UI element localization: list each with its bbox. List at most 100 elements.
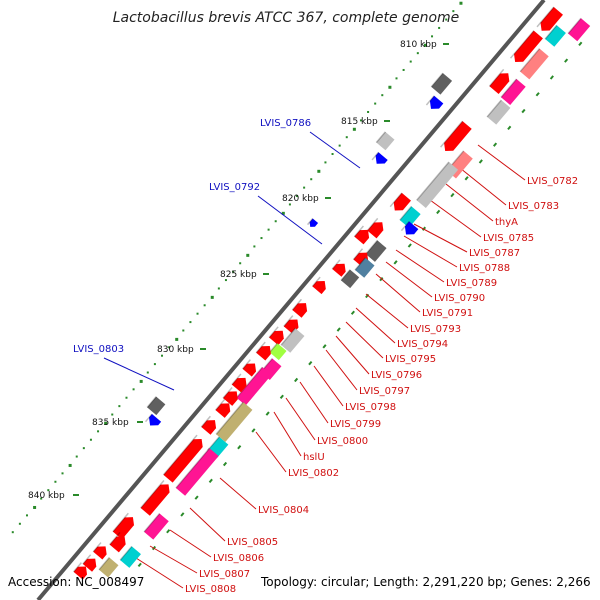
gene-label-LVIS_0787[interactable]: LVIS_0787 [469, 248, 520, 259]
cds-block[interactable] [140, 480, 173, 516]
magenta-block[interactable] [235, 366, 272, 406]
steel-block[interactable] [354, 257, 375, 278]
cds-block[interactable] [291, 298, 310, 318]
gene-label-LVIS_0794[interactable]: LVIS_0794 [397, 339, 448, 350]
cyan-block[interactable] [119, 545, 141, 568]
tick-mark [33, 505, 37, 509]
tick-mark [139, 379, 143, 383]
dark-gray-block[interactable] [365, 239, 387, 262]
blue-block[interactable] [425, 95, 444, 113]
gene-label-LVIS_0795[interactable]: LVIS_0795 [385, 354, 436, 365]
gene-label-LVIS_0791[interactable]: LVIS_0791 [422, 308, 473, 319]
gene-label-LVIS_0807[interactable]: LVIS_0807 [199, 569, 250, 580]
cds-block[interactable] [162, 434, 206, 483]
major-tick-mark [200, 348, 206, 350]
cds-block[interactable] [242, 359, 260, 377]
gray-block[interactable] [280, 327, 305, 353]
gene-label-LVIS_0788[interactable]: LVIS_0788 [459, 263, 510, 274]
gene-label-LVIS_0790[interactable]: LVIS_0790 [434, 293, 485, 304]
cds-block[interactable] [268, 326, 287, 346]
lime-block[interactable] [269, 342, 287, 361]
magenta-block[interactable] [500, 78, 526, 106]
gene-label-LVIS_0786[interactable]: LVIS_0786 [260, 118, 311, 129]
cds-block[interactable] [73, 562, 91, 580]
gene-label-LVIS_0793[interactable]: LVIS_0793 [410, 324, 461, 335]
gene-label-LVIS_0796[interactable]: LVIS_0796 [371, 370, 422, 381]
cds-block[interactable] [231, 373, 250, 393]
tick-mark [224, 279, 227, 282]
gray-block[interactable] [416, 161, 459, 208]
connector-line [335, 335, 370, 375]
tick-mark [388, 85, 392, 89]
tick-mark [47, 489, 50, 492]
dark-gray-block[interactable] [146, 396, 166, 416]
tick-mark [459, 1, 463, 5]
tick-mark [239, 262, 242, 265]
tick-mark [549, 75, 554, 80]
gene-label-LVIS_0797[interactable]: LVIS_0797 [359, 386, 410, 397]
cds-block[interactable] [509, 30, 543, 66]
tick-mark [308, 360, 313, 366]
olive-block[interactable] [98, 556, 119, 578]
tick-mark [217, 287, 220, 290]
dark-gray-block[interactable] [340, 269, 360, 289]
cds-block[interactable] [109, 531, 129, 553]
gene-label-LVIS_0789[interactable]: LVIS_0789 [446, 278, 497, 289]
cds-block[interactable] [366, 217, 386, 239]
dark-gray-block[interactable] [430, 72, 453, 95]
cds-block[interactable] [255, 341, 274, 361]
olive-block[interactable] [215, 401, 253, 442]
gene-label-LVIS_0783[interactable]: LVIS_0783 [508, 201, 559, 212]
tick-mark [210, 295, 214, 299]
gene-label-LVIS_0803[interactable]: LVIS_0803 [73, 344, 124, 355]
cds-block[interactable] [331, 259, 349, 277]
gene-label-thyA[interactable]: thyA [495, 217, 518, 228]
gene-label-LVIS_0799[interactable]: LVIS_0799 [330, 419, 381, 430]
blue-block[interactable] [307, 218, 319, 229]
magenta-block[interactable] [567, 17, 591, 42]
connector-line [477, 144, 526, 181]
cds-block[interactable] [82, 554, 100, 572]
gene-label-LVIS_0792[interactable]: LVIS_0792 [209, 182, 260, 193]
gene-label-LVIS_0798[interactable]: LVIS_0798 [345, 402, 396, 413]
tick-mark [182, 329, 185, 332]
gene-label-LVIS_0800[interactable]: LVIS_0800 [317, 436, 368, 447]
cds-block[interactable] [440, 120, 472, 155]
gene-label-LVIS_0802[interactable]: LVIS_0802 [288, 468, 339, 479]
cds-block[interactable] [389, 192, 411, 214]
tick-mark [324, 161, 327, 164]
tick-mark [274, 220, 277, 223]
cds-block[interactable] [112, 512, 138, 540]
gene-label-LVIS_0785[interactable]: LVIS_0785 [483, 233, 534, 244]
magenta-block[interactable] [175, 447, 219, 496]
cds-block[interactable] [200, 415, 219, 435]
cyan-block[interactable] [399, 205, 421, 228]
tick-mark [317, 169, 321, 173]
gene-label-LVIS_0808[interactable]: LVIS_0808 [185, 584, 236, 595]
cds-block[interactable] [92, 542, 110, 560]
blue-block[interactable] [371, 151, 388, 167]
gene-label-LVIS_0804[interactable]: LVIS_0804 [258, 505, 309, 516]
gray-block[interactable] [486, 99, 511, 125]
kbp-label-825: 825 kbp [220, 270, 257, 280]
gene-label-LVIS_0806[interactable]: LVIS_0806 [213, 553, 264, 564]
cds-block[interactable] [214, 398, 234, 418]
cds-block[interactable] [311, 276, 329, 295]
tick-mark [421, 226, 427, 231]
blue-block[interactable] [144, 413, 162, 429]
cds-block[interactable] [488, 68, 512, 94]
blue-block[interactable] [400, 220, 419, 238]
connector-line [313, 365, 344, 407]
gray-block[interactable] [375, 131, 395, 151]
cds-block[interactable] [536, 6, 563, 35]
tick-mark [367, 110, 370, 113]
gene-label-hslU[interactable]: hslU [303, 452, 325, 463]
gene-label-LVIS_0782[interactable]: LVIS_0782 [527, 176, 578, 187]
cds-block[interactable] [222, 386, 241, 406]
cyan-block[interactable] [544, 24, 566, 47]
magenta-block[interactable] [143, 513, 169, 540]
rna-block[interactable] [519, 48, 549, 80]
gene-label-LVIS_0805[interactable]: LVIS_0805 [227, 537, 278, 548]
major-tick-mark [325, 197, 331, 199]
cds-block[interactable] [353, 225, 372, 245]
